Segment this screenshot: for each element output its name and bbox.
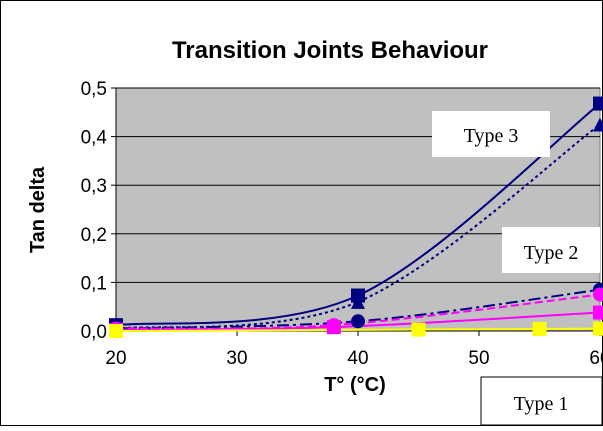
series-3-point: [351, 314, 365, 329]
series-5-point: [593, 305, 603, 320]
x-tick-label: 50: [468, 348, 489, 369]
x-axis-label: T° (°C): [324, 374, 386, 396]
x-tick-label: 30: [226, 348, 247, 369]
y-tick-label: 0,1: [81, 273, 107, 294]
x-tick-label: 20: [105, 348, 126, 369]
series-6-point: [109, 324, 123, 338]
y-tick-label: 0,3: [81, 176, 107, 197]
type3-callout-box: [432, 111, 550, 157]
type1-callout: Type 1: [480, 376, 603, 426]
series-6-point: [593, 321, 603, 336]
type3-callout: Type 3: [432, 111, 550, 157]
series-6-point: [532, 322, 547, 337]
y-tick-label: 0,5: [81, 79, 107, 100]
type2-callout: Type 2: [502, 227, 600, 273]
type1-callout-text: Type 1: [514, 393, 569, 415]
y-tick-label: 0,4: [81, 128, 108, 149]
series-5-point: [326, 320, 341, 335]
series-4-point: [593, 287, 603, 302]
series-6-point: [411, 322, 426, 337]
x-tick-label: 60: [589, 348, 603, 369]
chart-title: Transition Joints Behaviour: [172, 37, 488, 64]
series-2-point: [593, 117, 603, 132]
type1-callout-box: [480, 376, 603, 426]
y-tick-label: 0,2: [81, 225, 107, 246]
type3-callout-text: Type 3: [464, 125, 519, 147]
x-tick-label: 40: [347, 348, 368, 369]
series-line-3: [115, 288, 601, 330]
series-1-point: [593, 96, 603, 111]
series-line-6: [115, 327, 601, 332]
series-2-point: [351, 294, 365, 309]
y-tick-label: 0,0: [81, 322, 107, 343]
marker-layer: [109, 96, 603, 338]
axes: 0,0 0,1 0,2 0,3 0,4 0,5 20 30 40 50 60: [81, 79, 603, 369]
y-axis-label: Tan delta: [27, 166, 49, 253]
type2-callout-box: [502, 227, 600, 273]
type2-callout-text: Type 2: [524, 242, 579, 264]
